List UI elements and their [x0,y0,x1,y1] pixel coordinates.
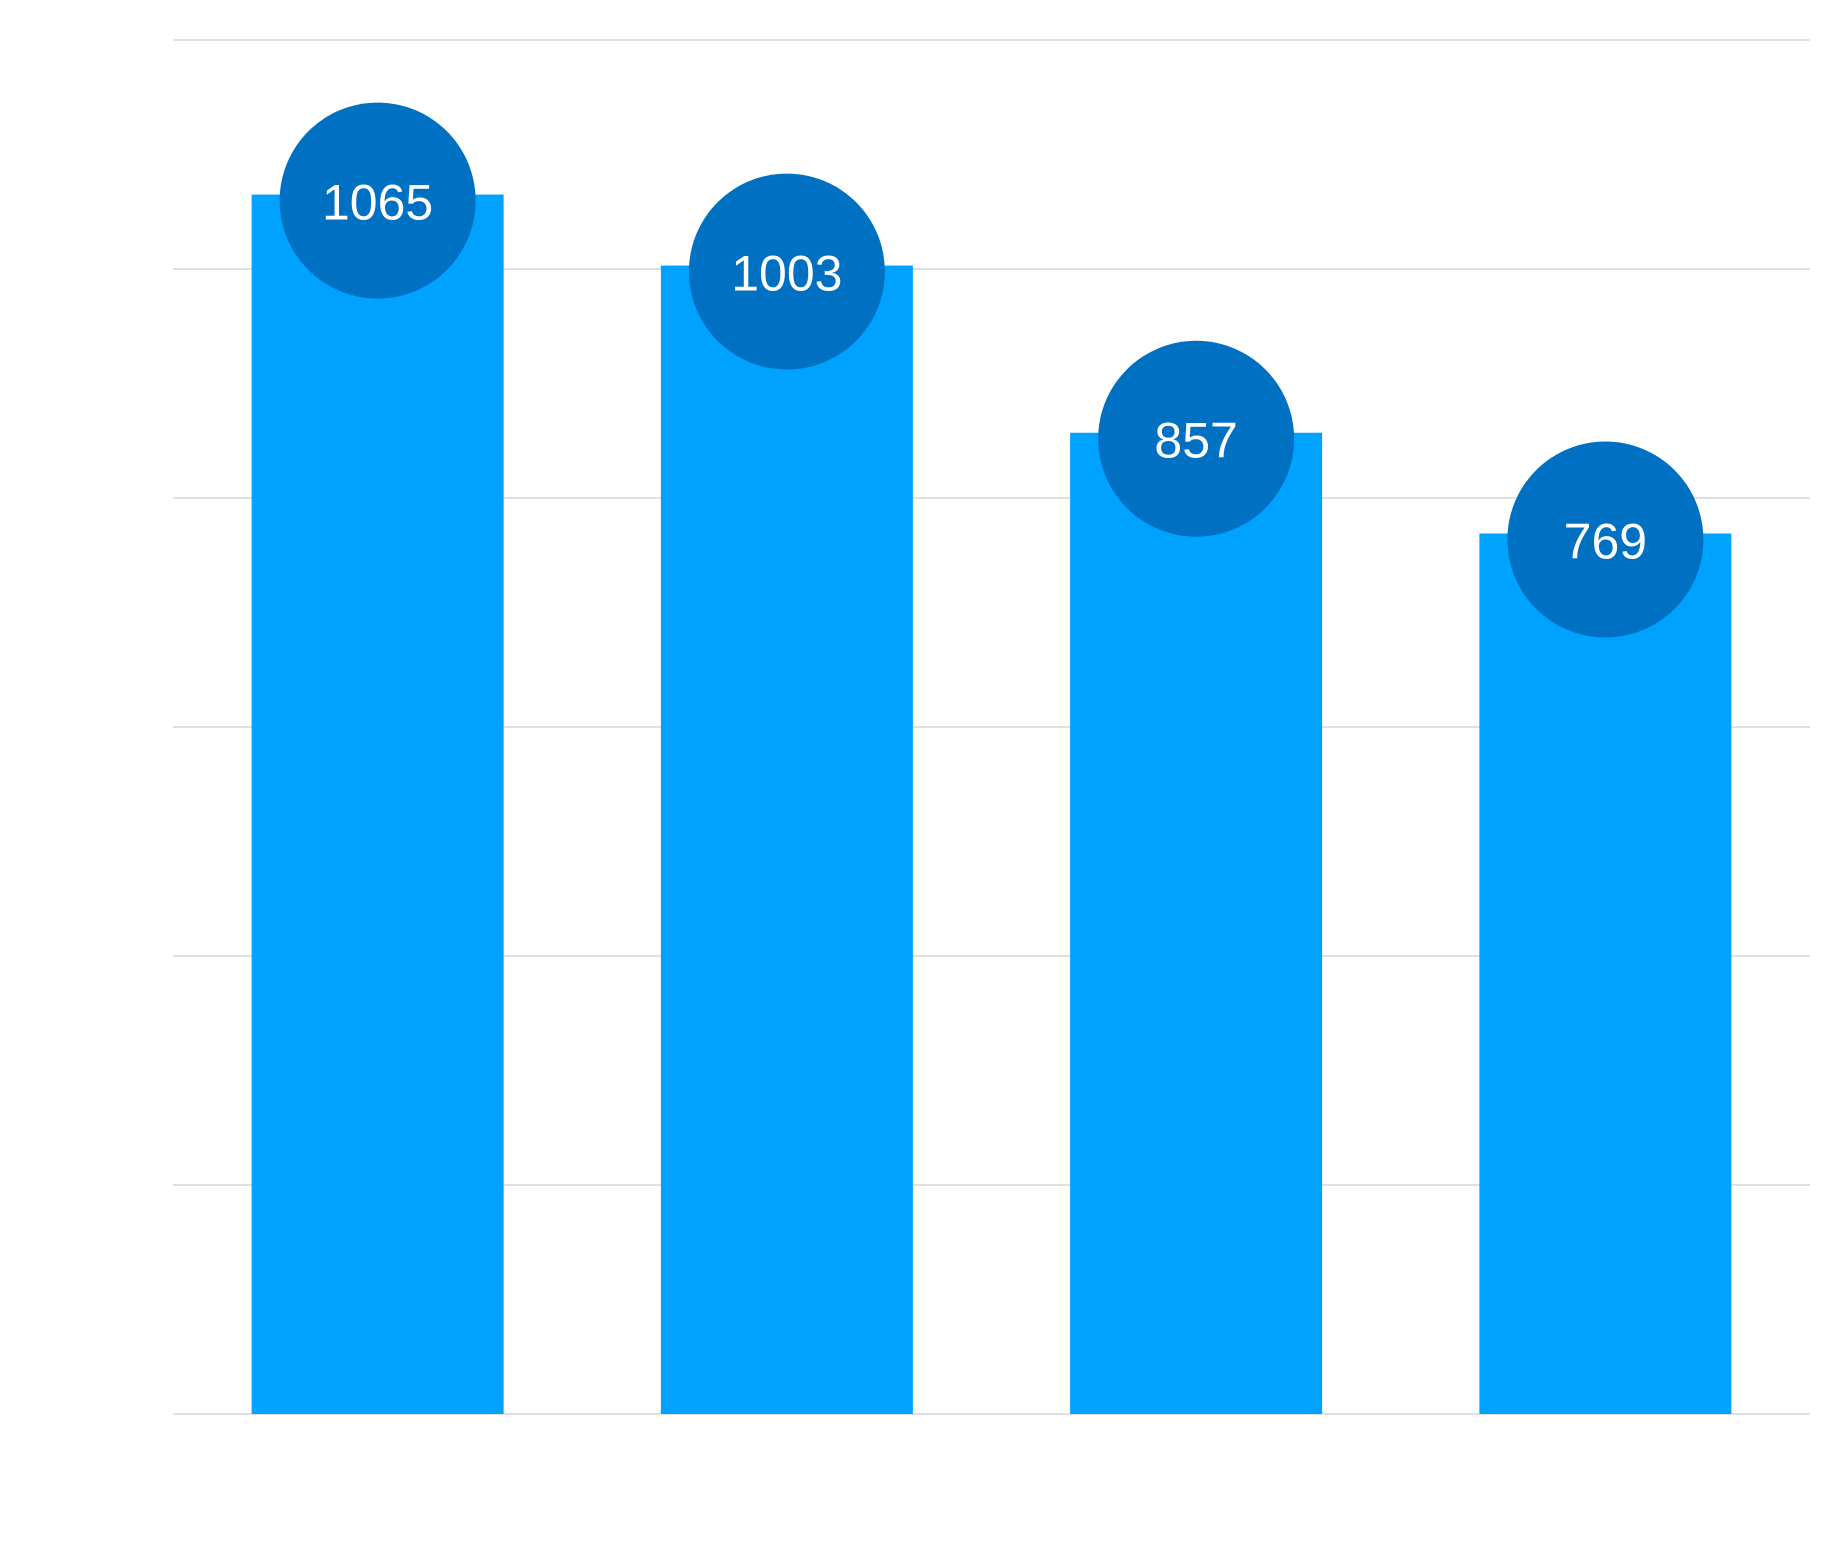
value-badge [1507,441,1704,638]
bars [251,194,1732,1415]
value-badge [279,102,476,299]
bar [1479,533,1732,1414]
value-badge [1098,340,1295,537]
bar [660,265,913,1415]
bar [251,194,504,1415]
value-badge [688,173,885,370]
data-labels: 1065 1003 857 769 [279,102,1704,638]
data-label: 1065 [322,175,433,231]
bar [1070,432,1323,1414]
data-label: 1003 [731,246,842,302]
data-label: 769 [1564,513,1647,569]
data-label: 857 [1154,413,1237,469]
